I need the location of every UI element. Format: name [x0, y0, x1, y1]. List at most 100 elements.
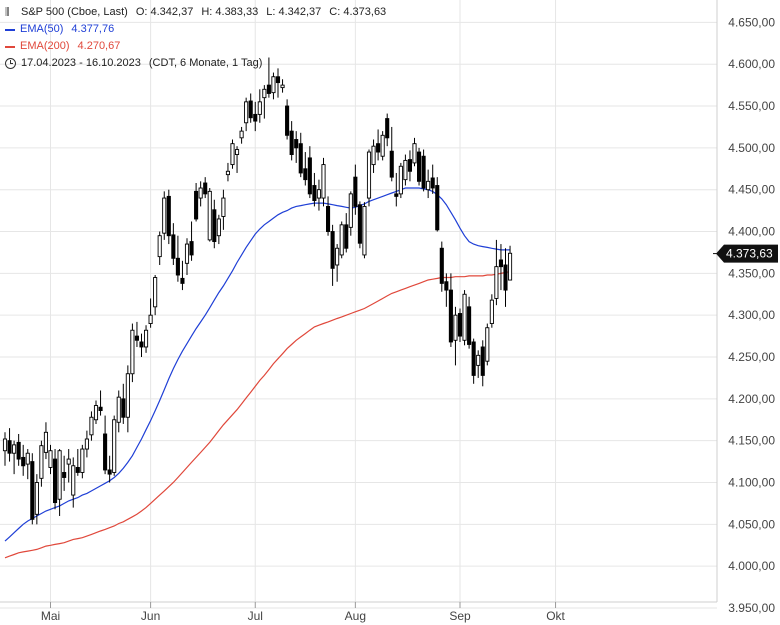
candle [326, 196, 331, 236]
candle [312, 172, 317, 207]
chart-legend: ⫼ S&P 500 (Cboe, Last) O: 4.342,37 H: 4.… [5, 4, 386, 72]
candle [362, 202, 367, 259]
candle-body [112, 419, 117, 473]
candle [225, 162, 231, 182]
candle [125, 365, 130, 433]
ema200-line [4, 271, 511, 559]
candle-body [180, 277, 185, 284]
candle-body [25, 452, 30, 465]
candle-body [84, 438, 89, 450]
candlestick-icon: ⫼ [5, 7, 10, 18]
candle-body [234, 149, 240, 156]
last-price-tag-shape [716, 244, 778, 263]
candle-body [89, 416, 94, 436]
candle-body [248, 100, 253, 119]
candle-body [30, 461, 35, 520]
candle-body [439, 247, 444, 284]
candle [189, 221, 194, 261]
y-axis: 4.650,00 4.600,00 4.550,00 4.500,00 4.450,00… [716, 0, 775, 615]
y-tick-label: 4.300,00 [728, 308, 775, 322]
candle-body [462, 293, 467, 341]
candle [389, 126, 394, 182]
candle-body [116, 396, 121, 423]
candle-body [421, 155, 426, 189]
candle [380, 131, 385, 161]
candle-body [376, 143, 381, 153]
candle-body [503, 264, 508, 291]
candle [148, 298, 153, 328]
candle-body [93, 405, 99, 421]
candle-body [480, 346, 485, 376]
candle [353, 164, 358, 215]
candle-body [21, 456, 26, 467]
candle-body [366, 151, 372, 199]
legend-open-value: 4.342,37 [150, 6, 194, 18]
x-tick-label: Jul [248, 609, 263, 623]
candle-body [98, 406, 103, 412]
candle-body [121, 398, 126, 418]
candle-body [435, 185, 440, 231]
legend-ema50-row[interactable]: EMA(50) 4.377,76 [5, 21, 386, 38]
candle-body [339, 224, 344, 256]
candle [48, 444, 53, 475]
candle-body [508, 252, 513, 281]
candle-body [43, 431, 48, 453]
candle-body [294, 139, 299, 149]
candle [39, 440, 44, 487]
candle [212, 199, 217, 249]
candle-body [285, 105, 290, 136]
y-tick-label: 4.450,00 [728, 183, 775, 197]
candle-body [71, 465, 76, 496]
legend-ema50-label: EMA(50) [20, 23, 64, 35]
candle-body [348, 193, 353, 228]
clock-icon [5, 58, 16, 69]
candle [43, 422, 48, 460]
candle [403, 154, 408, 186]
candle-body [257, 101, 262, 115]
candle-body [489, 299, 494, 324]
candle [171, 223, 176, 265]
x-tick-label: Mai [41, 609, 60, 623]
candle-body [467, 306, 472, 345]
candle [285, 99, 290, 140]
candle-body [103, 433, 108, 471]
candle [62, 455, 67, 491]
ema200-swatch [5, 45, 15, 48]
candle [75, 449, 80, 476]
legend-low-value: 4.342,37 [278, 6, 322, 18]
candle-body [298, 143, 303, 174]
candle [289, 121, 294, 161]
y-tick-label: 4.400,00 [728, 225, 775, 239]
candle [221, 189, 226, 230]
candle-body [198, 187, 203, 199]
candle [239, 126, 244, 144]
candle-body [212, 209, 217, 243]
candle-body [498, 259, 504, 268]
candle-body [175, 257, 180, 276]
candle-body [330, 231, 335, 269]
candle [57, 449, 62, 516]
candle [98, 390, 103, 416]
candle-body [57, 450, 62, 500]
candle-body [385, 118, 390, 139]
candle [357, 201, 362, 249]
candle [394, 172, 399, 207]
candle-body [221, 197, 226, 217]
candle [21, 444, 26, 476]
candle [121, 383, 126, 424]
candle-body [271, 76, 276, 94]
candle-body [444, 281, 449, 291]
legend-range: 17.04.2023 - 16.10.2023 [21, 57, 141, 69]
candle [307, 146, 312, 199]
candle-body [134, 335, 140, 341]
y-tick-label: 4.250,00 [728, 350, 775, 364]
candle-body [362, 205, 367, 256]
candle-body [280, 84, 285, 89]
legend-ema200-row[interactable]: EMA(200) 4.270,67 [5, 38, 386, 55]
legend-ema200-value: 4.270,67 [77, 40, 121, 52]
candle-body [139, 341, 144, 348]
candle [194, 182, 199, 222]
candle [248, 93, 253, 123]
candle [93, 400, 99, 424]
